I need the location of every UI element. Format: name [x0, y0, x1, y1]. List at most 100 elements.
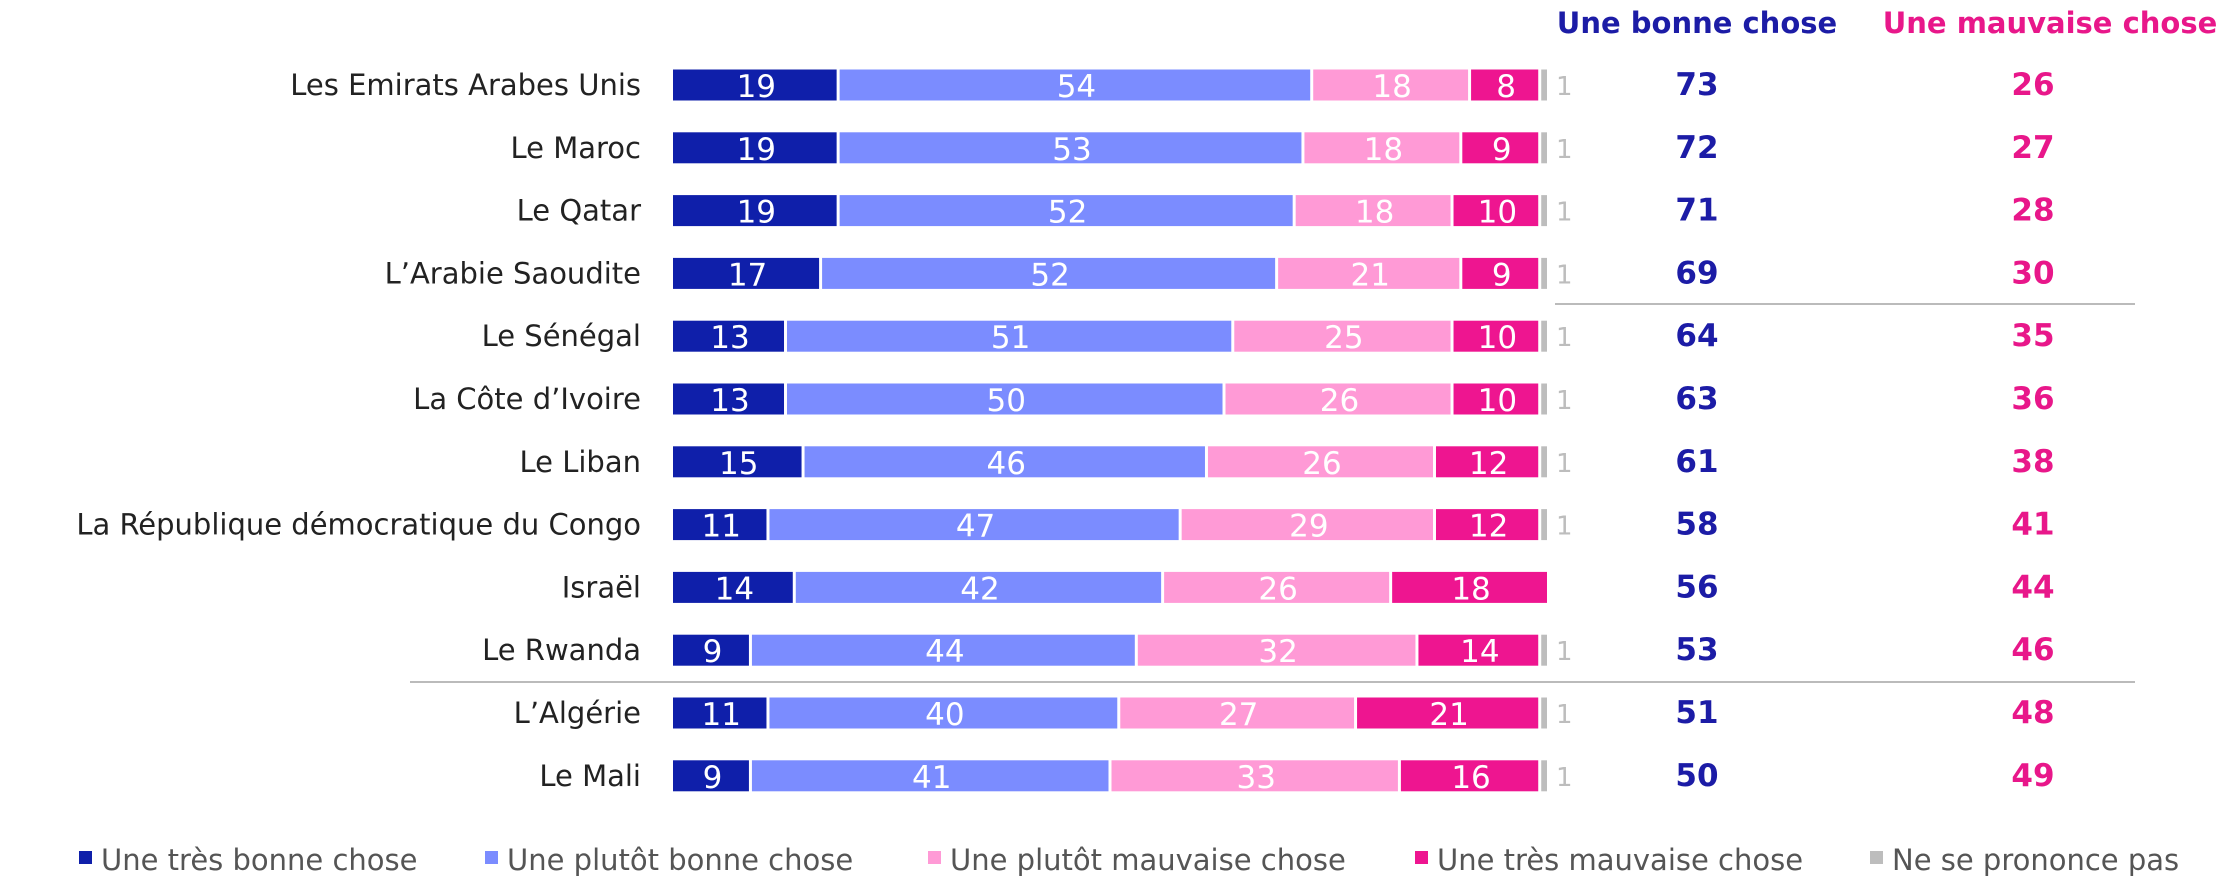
legend-swatch: [79, 851, 92, 864]
summary-value: 58: [1675, 507, 1718, 543]
summary-value: 46: [2011, 632, 2054, 668]
value-label: 42: [960, 571, 999, 607]
bar-segment: [751, 634, 1135, 666]
bar-segment: [1234, 320, 1451, 352]
bar-segment: [1541, 257, 1547, 289]
bar-segment: [1541, 760, 1547, 792]
value-label: 33: [1236, 760, 1275, 796]
legend-swatch: [485, 851, 498, 864]
value-label: 51: [991, 320, 1030, 356]
value-label: 19: [737, 69, 776, 105]
category-label: La République démocratique du Congo: [76, 508, 641, 542]
bar-segment: [1541, 320, 1547, 352]
value-label: 11: [702, 697, 741, 733]
value-label: 32: [1258, 634, 1297, 670]
category-label: L’Algérie: [514, 696, 641, 730]
bar-segment: [769, 509, 1179, 541]
bar-segment: [1541, 697, 1547, 729]
bar-segment: [1435, 509, 1539, 541]
summary-value: 64: [1675, 318, 1718, 354]
bar-segment: [1418, 634, 1539, 666]
bar-segment: [673, 446, 802, 478]
value-label: 47: [956, 509, 995, 545]
bar-segment: [1392, 571, 1547, 603]
value-label: 14: [715, 571, 754, 607]
bar-segment: [673, 69, 837, 101]
bar-segment: [1111, 760, 1398, 792]
bar-segment: [1471, 69, 1539, 101]
bar-segment: [673, 195, 837, 227]
value-label: 13: [710, 383, 749, 419]
summary-value: 38: [2011, 444, 2054, 480]
summary-value: 35: [2011, 318, 2054, 354]
value-label: 9: [1492, 257, 1512, 293]
legend-swatch: [1415, 851, 1428, 864]
summary-value: 73: [1675, 67, 1718, 103]
value-label: 18: [1372, 69, 1411, 105]
value-label: 9: [703, 634, 723, 670]
bar-segment: [822, 257, 1276, 289]
bar-segment: [1453, 383, 1539, 415]
bar-segment: [1453, 195, 1539, 227]
value-label: 16: [1451, 760, 1490, 796]
bar-segment: [1137, 634, 1416, 666]
bar-segment: [1357, 697, 1539, 729]
summary-value: 49: [2011, 758, 2054, 794]
bar-segment: [795, 571, 1162, 603]
value-label: 1: [1556, 700, 1573, 730]
bar-segment: [1278, 257, 1460, 289]
value-label: 41: [912, 760, 951, 796]
value-label: 15: [719, 446, 758, 482]
bar-segment: [673, 320, 785, 352]
value-label: 26: [1320, 383, 1359, 419]
legend-label: Une plutôt bonne chose: [507, 843, 853, 876]
bar-segment: [804, 446, 1205, 478]
value-label: 1: [1556, 449, 1573, 479]
bar-segment: [1541, 634, 1547, 666]
value-label: 1: [1556, 763, 1573, 793]
bar-segment: [673, 697, 767, 729]
value-label: 12: [1469, 446, 1508, 482]
summary-value: 48: [2011, 695, 2054, 731]
value-label: 1: [1556, 198, 1573, 228]
value-label: 14: [1460, 634, 1499, 670]
bar-segment: [1462, 132, 1539, 164]
value-label: 8: [1496, 69, 1516, 105]
category-label: Le Sénégal: [482, 319, 641, 353]
category-label: Le Qatar: [517, 194, 641, 228]
bar-segment: [1120, 697, 1355, 729]
category-label: L’Arabie Saoudite: [385, 256, 641, 290]
value-label: 19: [737, 195, 776, 231]
summary-value: 28: [2011, 193, 2054, 229]
summary-value: 72: [1675, 130, 1718, 166]
bar-segment: [1541, 383, 1547, 415]
summary-value: 63: [1675, 381, 1718, 417]
category-label: Israël: [562, 570, 641, 604]
bar-segment: [1207, 446, 1433, 478]
value-label: 27: [1219, 697, 1258, 733]
value-label: 1: [1556, 512, 1573, 542]
summary-value: 53: [1675, 632, 1718, 668]
legend-label: Une plutôt mauvaise chose: [950, 843, 1346, 876]
value-label: 18: [1451, 571, 1490, 607]
bar-segment: [1541, 446, 1547, 478]
bar-segment: [1295, 195, 1451, 227]
value-label: 29: [1289, 509, 1328, 545]
value-label: 1: [1556, 637, 1573, 667]
value-label: 9: [1492, 132, 1512, 168]
legend-label: Ne se prononce pas: [1892, 843, 2179, 876]
value-label: 1: [1556, 72, 1573, 102]
bar-segment: [1435, 446, 1539, 478]
summary-value: 44: [2011, 569, 2054, 605]
summary-value: 69: [1675, 255, 1718, 291]
category-label: Le Mali: [539, 759, 641, 793]
category-label: Le Liban: [520, 445, 641, 479]
category-label: Les Emirats Arabes Unis: [290, 68, 641, 102]
bar-segment: [787, 383, 1223, 415]
bar-segment: [839, 195, 1293, 227]
bar-segment: [751, 760, 1109, 792]
value-label: 18: [1355, 195, 1394, 231]
column-header: Une mauvaise chose: [1883, 6, 2217, 40]
bar-segment: [1462, 257, 1539, 289]
